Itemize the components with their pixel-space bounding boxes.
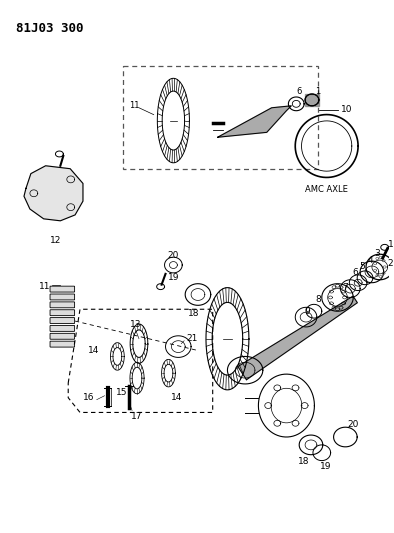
Text: 12: 12 [50, 236, 61, 245]
Text: 6: 6 [352, 268, 358, 277]
Text: 18: 18 [298, 457, 310, 466]
Text: 2: 2 [388, 259, 393, 268]
FancyBboxPatch shape [50, 302, 74, 308]
FancyBboxPatch shape [50, 333, 74, 339]
FancyBboxPatch shape [50, 310, 74, 316]
Polygon shape [217, 106, 291, 138]
Text: 9: 9 [304, 306, 310, 316]
Text: 20: 20 [348, 420, 359, 429]
FancyBboxPatch shape [50, 286, 74, 292]
Bar [123, 66, 318, 169]
FancyBboxPatch shape [50, 294, 74, 300]
FancyBboxPatch shape [50, 318, 74, 324]
Text: 13: 13 [130, 320, 142, 329]
Text: 3: 3 [374, 249, 380, 258]
Text: 6: 6 [297, 86, 302, 95]
Text: 1: 1 [388, 240, 393, 249]
Polygon shape [238, 296, 357, 379]
Polygon shape [24, 166, 83, 221]
FancyBboxPatch shape [50, 326, 74, 332]
Text: 19: 19 [320, 462, 331, 471]
Text: 14: 14 [171, 393, 182, 402]
Text: 81J03 300: 81J03 300 [16, 22, 84, 35]
Text: 5: 5 [359, 262, 365, 271]
FancyBboxPatch shape [50, 341, 74, 347]
Text: 10: 10 [340, 105, 352, 114]
Polygon shape [305, 94, 319, 106]
Text: 20: 20 [168, 251, 179, 260]
Text: 15: 15 [116, 389, 127, 397]
Text: 11: 11 [39, 282, 50, 290]
Text: 1: 1 [315, 86, 320, 95]
Text: 4: 4 [367, 256, 373, 265]
Text: 21: 21 [186, 334, 197, 343]
Text: 19: 19 [167, 273, 179, 282]
Text: 17: 17 [131, 413, 143, 422]
Text: 7: 7 [342, 283, 348, 292]
Text: AMC AXLE: AMC AXLE [305, 185, 348, 195]
Text: 11: 11 [129, 101, 139, 110]
Text: 16: 16 [83, 393, 95, 402]
Text: 18: 18 [188, 309, 200, 318]
Text: 8: 8 [315, 295, 321, 304]
Text: 14: 14 [88, 346, 100, 355]
